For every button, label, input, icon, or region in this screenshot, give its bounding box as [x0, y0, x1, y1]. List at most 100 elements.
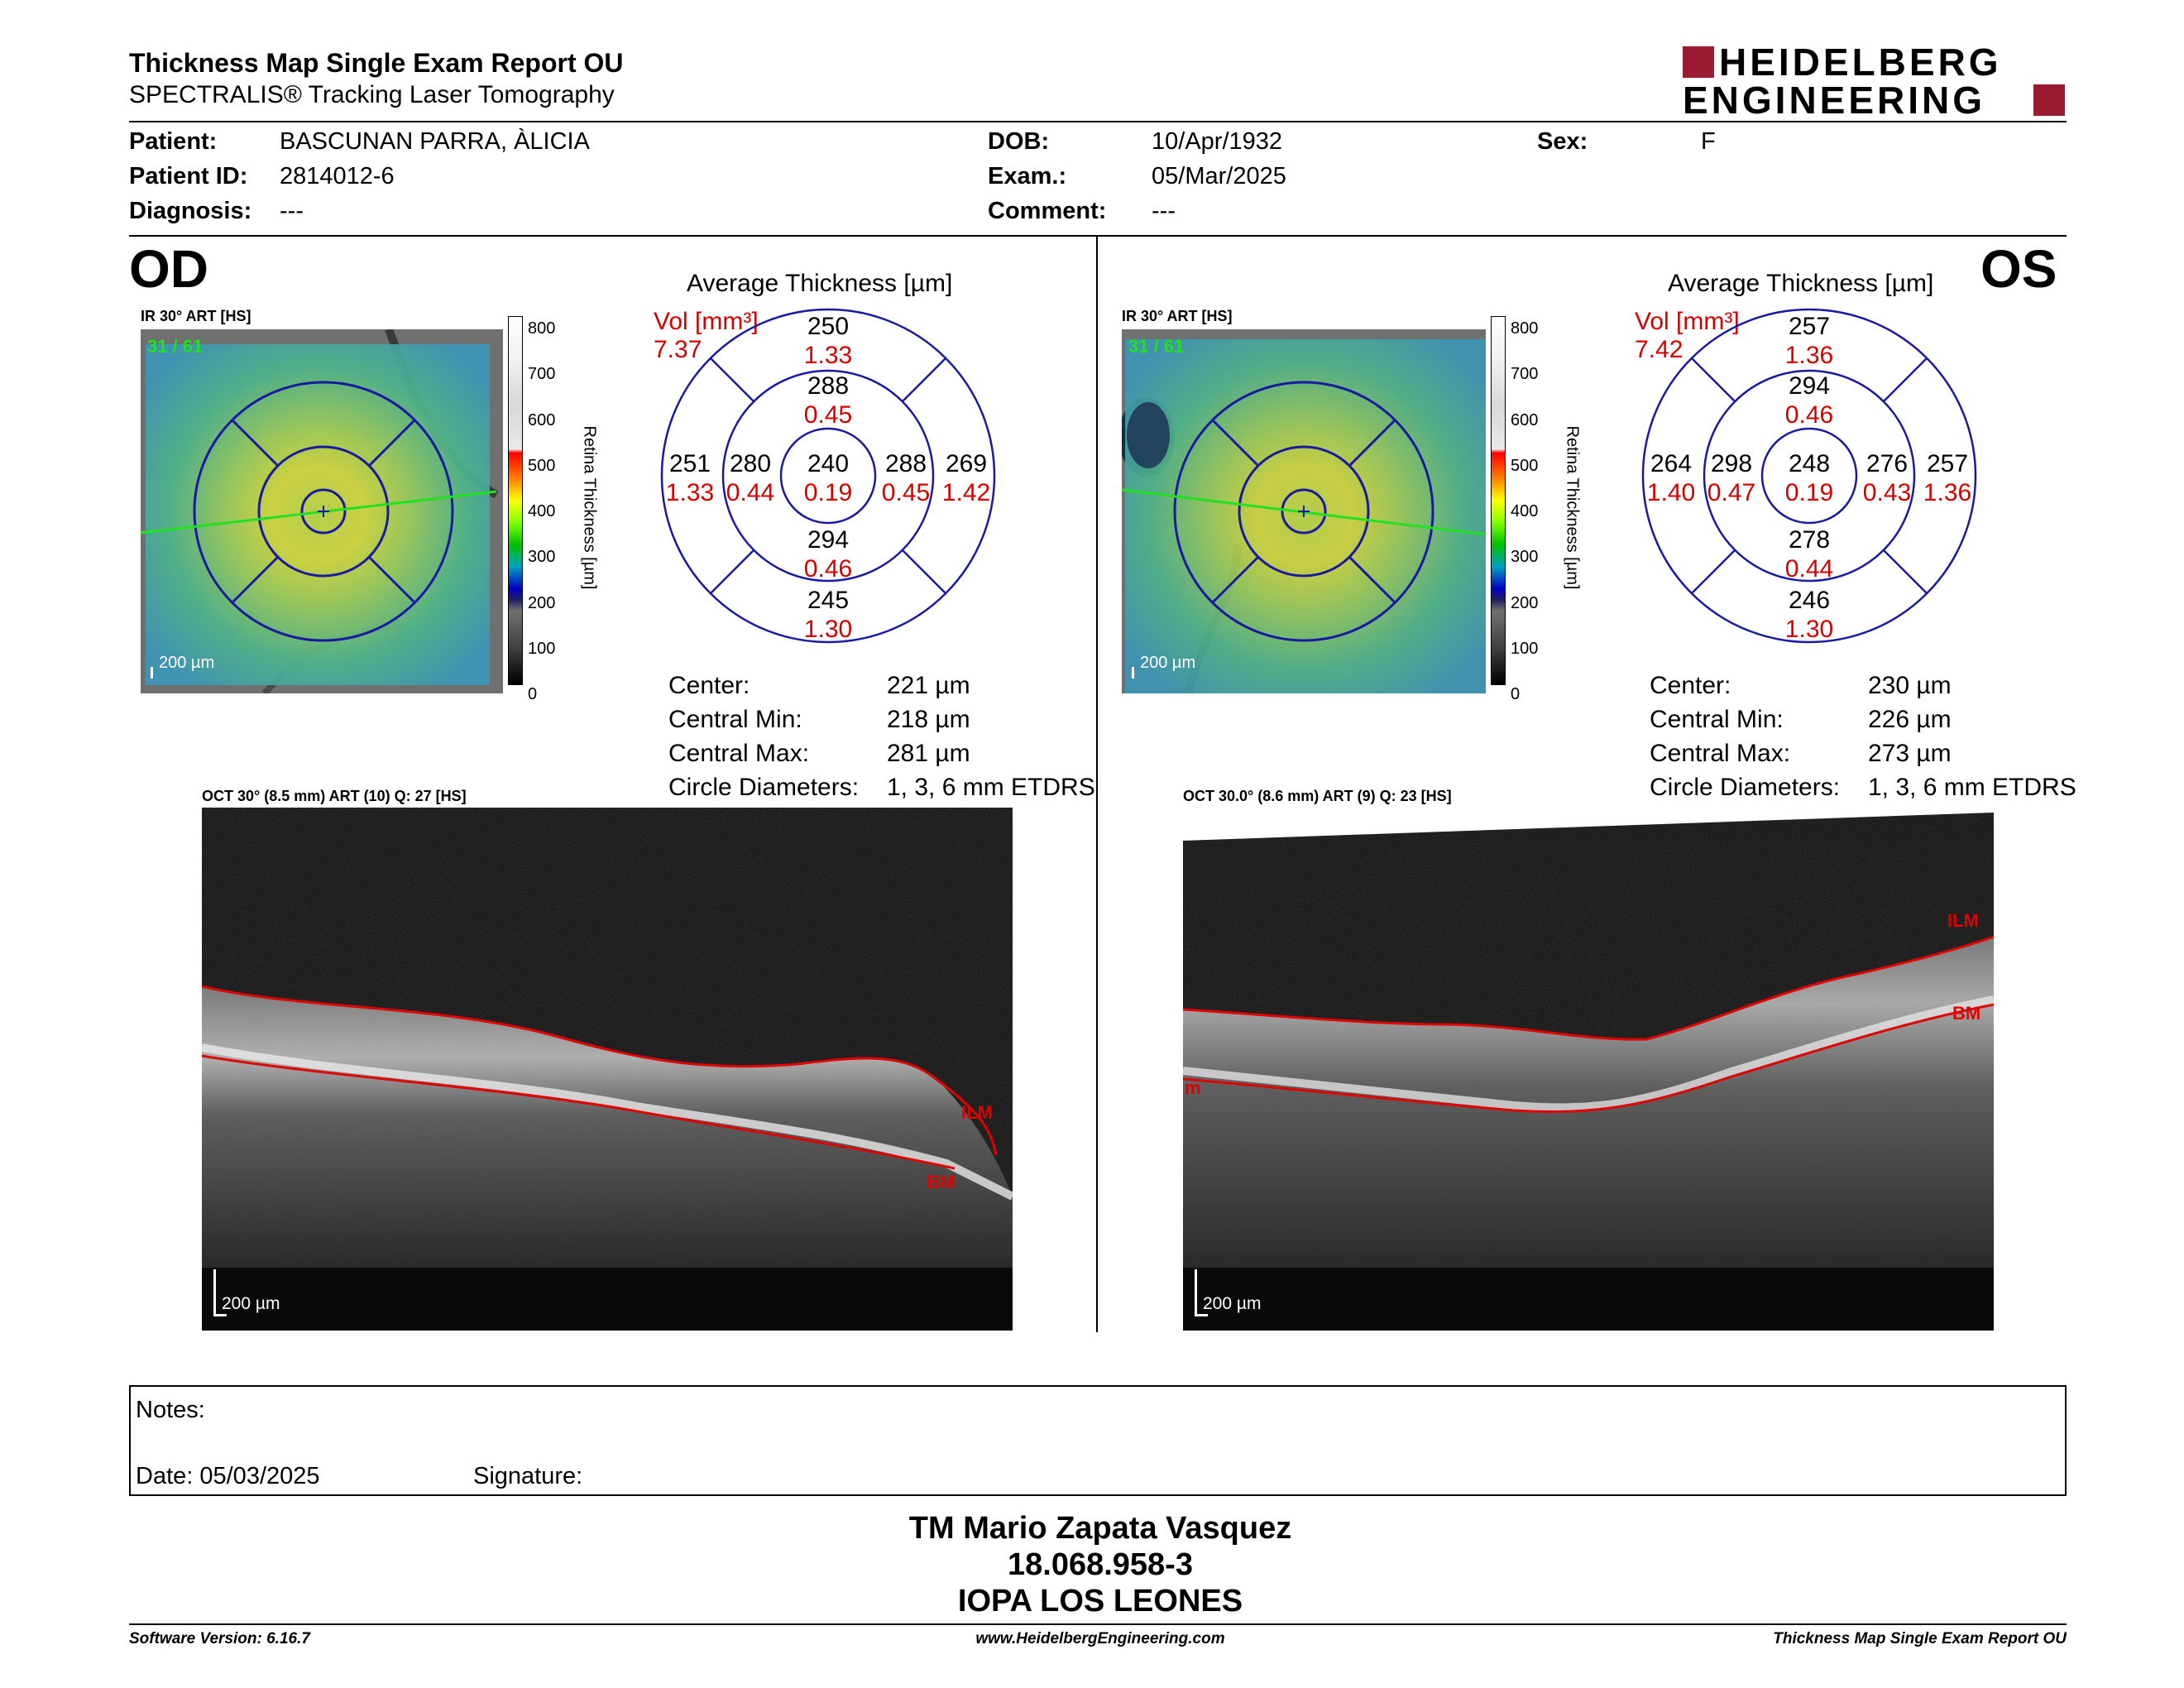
os-stat-value: 230 µm [1868, 672, 1952, 699]
os-scale-bar [1132, 667, 1134, 679]
dob-value: 10/Apr/1932 [1152, 128, 1283, 155]
exam-value: 05/Mar/2025 [1152, 163, 1286, 189]
od-inner-sup-thickness: 288 [807, 372, 850, 400]
od-stat-value: 218 µm [887, 706, 970, 733]
os-outer-right-vol: 1.36 [1923, 479, 1972, 506]
os-inner-right-vol: 0.43 [1862, 479, 1912, 506]
signer-institution: IOPA LOS LEONES [957, 1584, 1243, 1618]
os-stat-label: Central Max: [1650, 740, 1791, 767]
footer-divider [129, 1623, 2067, 1625]
os-map-scale: 200 µm [1140, 654, 1196, 672]
od-oct-scale: 200 µm [222, 1294, 280, 1313]
patient-label: Patient: [129, 128, 218, 155]
signer-name: TM Mario Zapata Vasquez [908, 1511, 1292, 1546]
os-outer-left-vol: 1.40 [1646, 479, 1696, 506]
sex-value: F [1701, 128, 1716, 155]
comment-value: --- [1152, 198, 1176, 224]
od-oct-caption: OCT 30° (8.5 mm) ART (10) Q: 27 [HS] [202, 788, 467, 804]
od-oct-scale-bar [213, 1269, 216, 1316]
od-ir-caption: IR 30° ART [HS] [141, 308, 251, 324]
os-outer-inf-vol: 1.30 [1784, 616, 1834, 643]
heidelberg-logo: HEIDELBERG ENGINEERING [1683, 41, 2067, 122]
os-tick: 700 [1511, 365, 1539, 384]
od-tick: 500 [528, 456, 556, 475]
os-outer-left-thickness: 264 [1650, 450, 1693, 477]
notes-date: Date: 05/03/2025 [136, 1463, 320, 1489]
os-outer-right-thickness: 257 [1926, 450, 1969, 477]
os-inner-left-thickness: 298 [1710, 450, 1753, 477]
od-outer-left-thickness: 251 [668, 450, 711, 477]
od-outer-sup-thickness: 250 [807, 313, 850, 340]
od-center-thickness: 240 [807, 450, 850, 477]
od-tick: 100 [528, 640, 556, 659]
patient-id-label: Patient ID: [129, 163, 248, 189]
os-grid-values: 257 1.36 294 0.46 248 0.19 278 0.44 246 … [1641, 308, 1977, 644]
report-subtitle: SPECTRALIS® Tracking Laser Tomography [129, 81, 615, 108]
od-inner-inf-vol: 0.46 [803, 555, 853, 583]
od-tick: 0 [528, 685, 538, 704]
os-tick: 400 [1511, 502, 1539, 521]
os-ilm-label: ILM [1947, 910, 1979, 931]
od-grid-values: 250 1.33 288 0.45 240 0.19 294 0.46 245 … [660, 308, 996, 644]
os-frame-counter: 31 / 61 [1128, 336, 1185, 357]
report-title: Thickness Map Single Exam Report OU [129, 48, 624, 78]
od-center-vol: 0.19 [803, 479, 853, 506]
os-colorbar-ticks: 800 700 600 500 400 300 200 100 0 [1511, 306, 1539, 703]
website-link[interactable]: www.HeidelbergEngineering.com [975, 1630, 1225, 1647]
os-eye-label: OS [1980, 239, 2057, 299]
od-inner-left-vol: 0.44 [726, 479, 775, 506]
os-inner-left-vol: 0.47 [1707, 479, 1756, 506]
os-colorbar-title: Retina Thickness [µm] [1563, 425, 1582, 590]
header-divider [129, 121, 2067, 122]
od-inner-inf-thickness: 294 [807, 526, 850, 554]
od-stat-label: Central Min: [668, 706, 802, 733]
od-outer-right-vol: 1.42 [941, 479, 991, 506]
footer-report-name: Thickness Map Single Exam Report OU [1773, 1630, 2067, 1647]
diagnosis-value: --- [280, 198, 304, 224]
os-stat-label: Central Min: [1650, 706, 1784, 733]
os-inner-sup-thickness: 294 [1788, 372, 1831, 400]
od-outer-sup-vol: 1.33 [803, 342, 853, 369]
os-inner-sup-vol: 0.46 [1784, 401, 1834, 429]
od-colorbar-ticks: 800 700 600 500 400 300 200 100 0 [528, 306, 556, 703]
od-tick: 300 [528, 548, 556, 567]
os-center-thickness: 248 [1788, 450, 1831, 477]
dob-label: DOB: [988, 128, 1050, 155]
os-thickness-map: 31 / 61 200 µm [1122, 329, 1486, 693]
os-stat-label: Circle Diameters: [1650, 774, 1841, 801]
notes-signature-label: Signature: [473, 1463, 583, 1489]
signer-rut: 18.068.958-3 [1008, 1547, 1193, 1582]
os-tick: 100 [1511, 640, 1539, 659]
os-bm-label: BM [1952, 1003, 1981, 1024]
os-tick: 300 [1511, 548, 1539, 567]
od-stat-label: Center: [668, 672, 750, 699]
logo-square-top [1683, 46, 1714, 78]
os-stats-labels: Center: Central Min: Central Max: Circle… [1650, 669, 1840, 804]
eye-divider [1096, 237, 1098, 1332]
od-bm-label: BM [927, 1172, 956, 1192]
os-center-vol: 0.19 [1784, 479, 1834, 506]
os-stat-value: 226 µm [1868, 706, 1952, 733]
os-tick: 0 [1511, 685, 1521, 704]
os-vol-value: 7.42 [1635, 336, 1684, 363]
od-map-svg [141, 329, 503, 693]
os-tick: 500 [1511, 456, 1539, 475]
od-vol-value: 7.37 [654, 336, 702, 363]
od-stat-value: 281 µm [887, 740, 970, 767]
os-tick: 600 [1511, 410, 1539, 429]
od-oct-svg [202, 808, 1013, 1331]
od-colorbar [508, 316, 523, 685]
os-avg-title: Average Thickness [µm] [1668, 270, 1934, 297]
software-version: Software Version: 6.16.7 [129, 1630, 310, 1647]
os-stats-values: 230 µm 226 µm 273 µm 1, 3, 6 mm ETDRS [1868, 669, 2076, 804]
od-stat-value: 1, 3, 6 mm ETDRS [887, 774, 1095, 801]
notes-box[interactable]: Notes: Date: 05/03/2025 Signature: [129, 1385, 2067, 1496]
od-outer-inf-thickness: 245 [807, 587, 850, 614]
od-stats-labels: Center: Central Min: Central Max: Circle… [668, 669, 859, 804]
od-tick: 800 [528, 319, 556, 338]
od-stat-value: 221 µm [887, 672, 970, 699]
logo-square-bottom [2033, 84, 2065, 116]
exam-label: Exam.: [988, 163, 1067, 189]
os-oct-scale-foot [1195, 1314, 1208, 1316]
od-tick: 600 [528, 410, 556, 429]
